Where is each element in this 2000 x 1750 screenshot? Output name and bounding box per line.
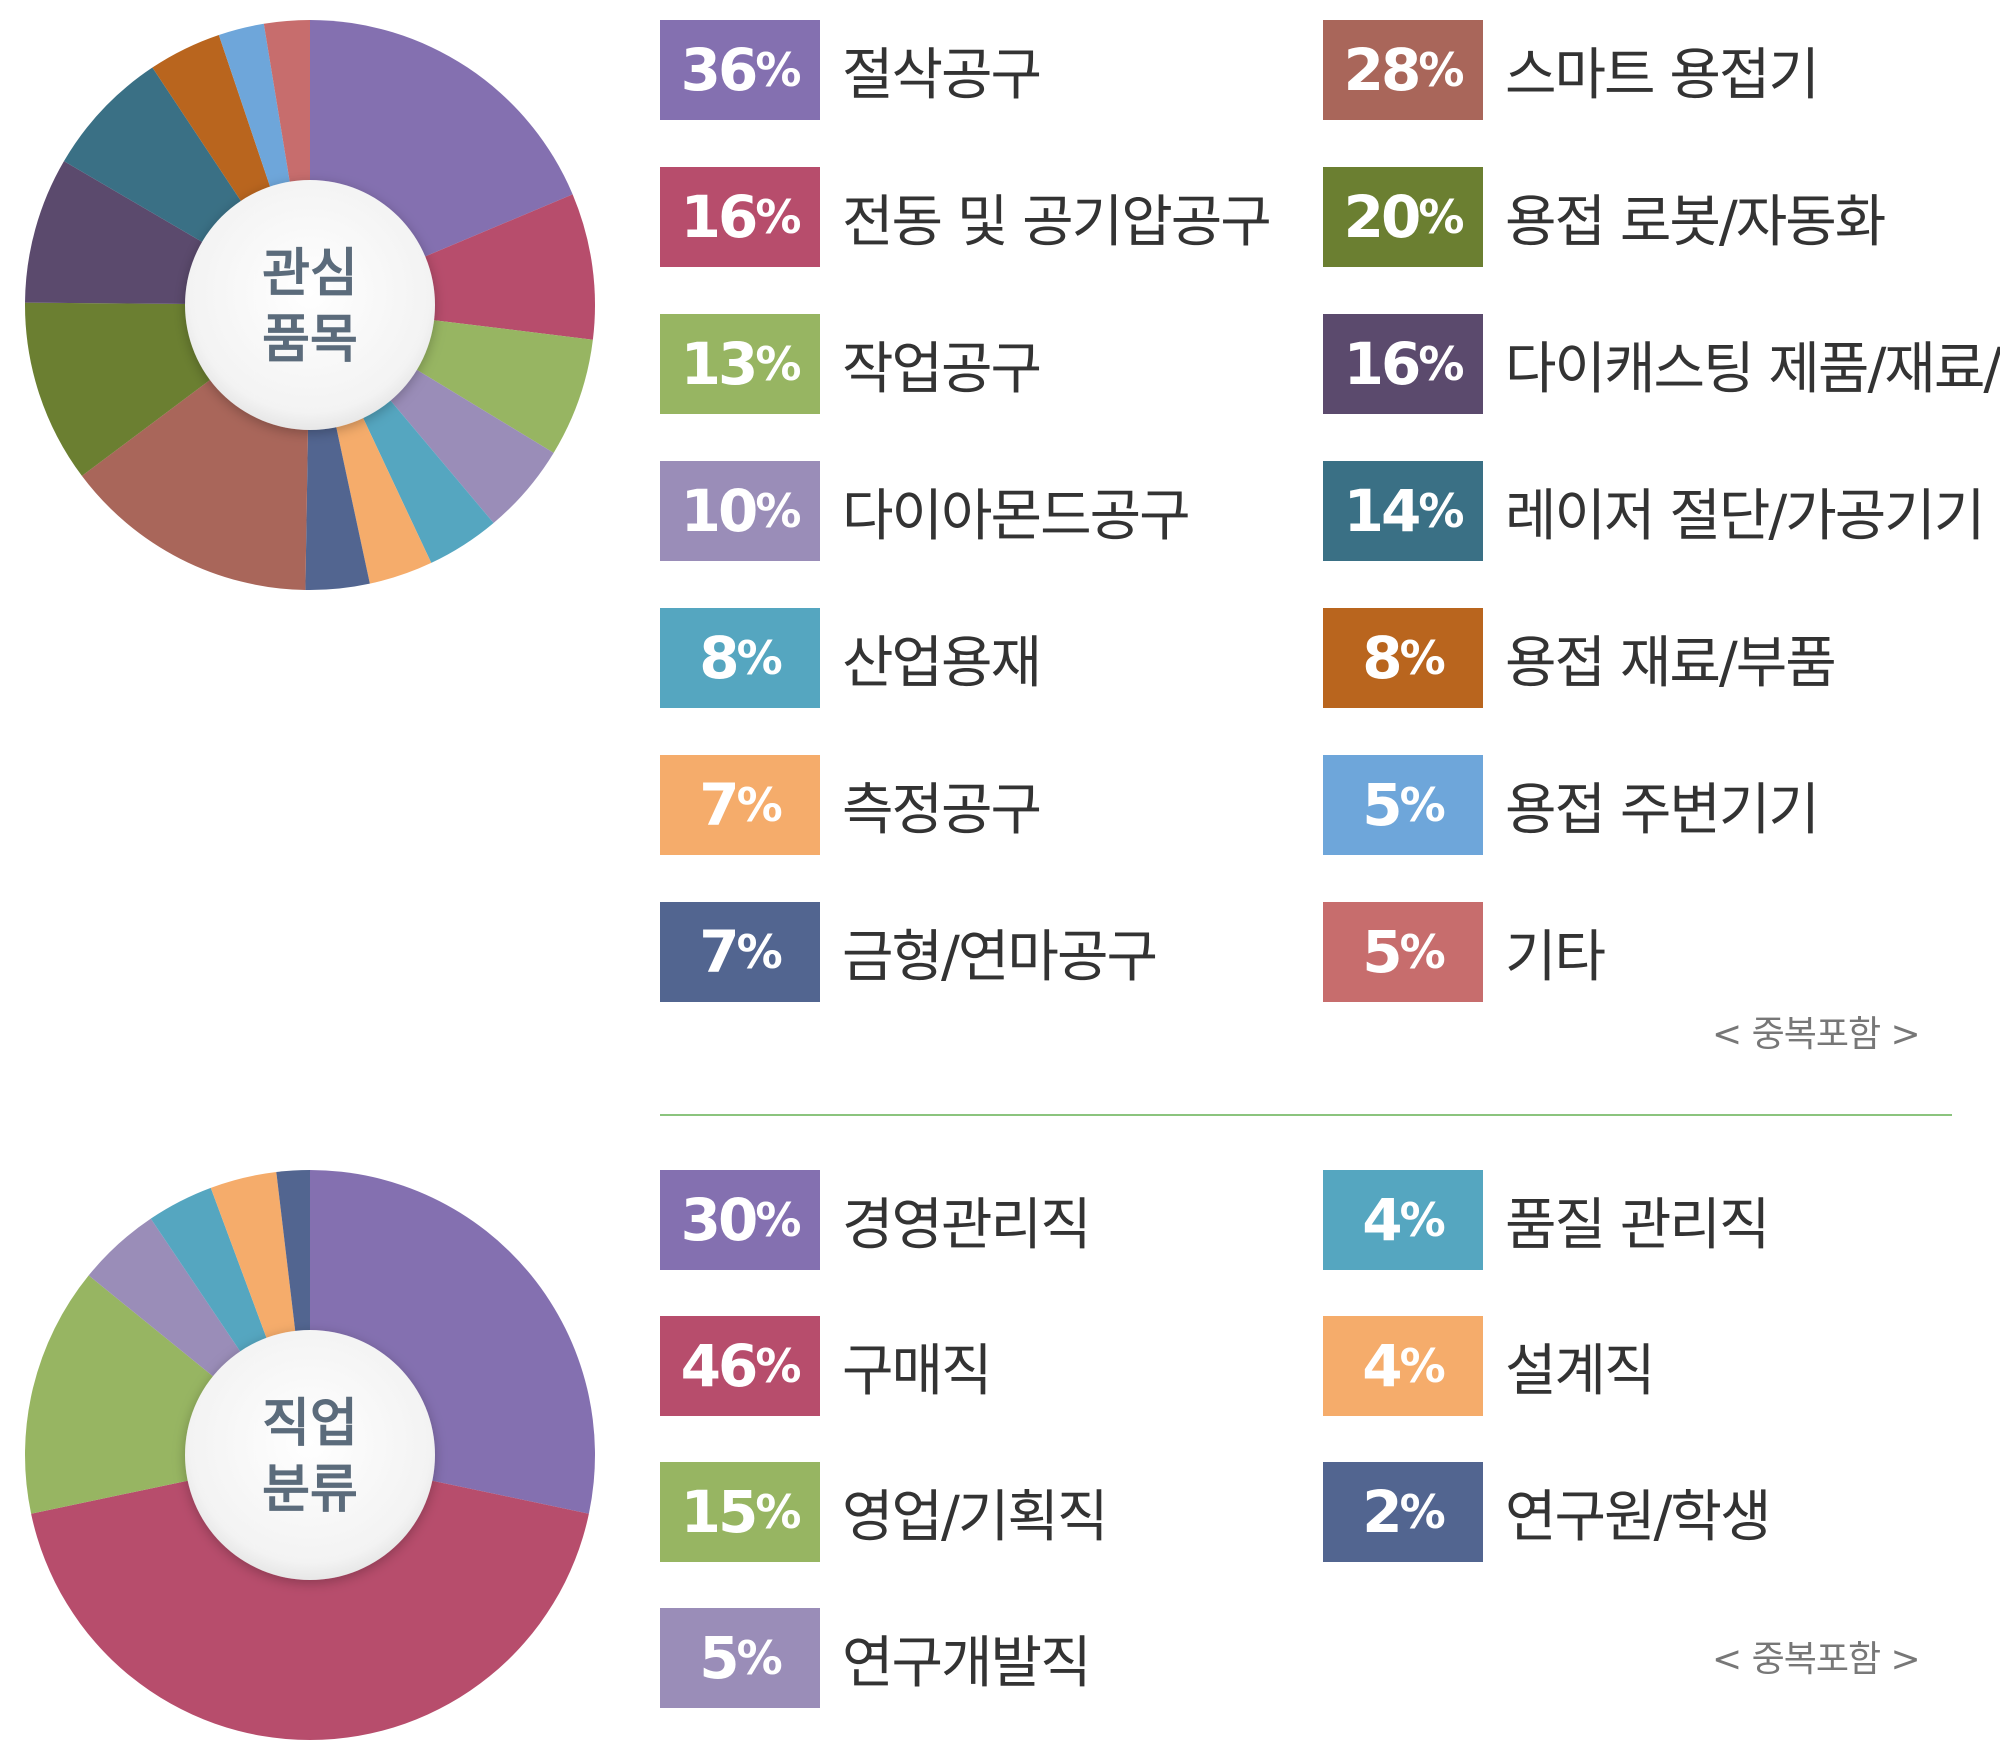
center-label: 품목 (262, 310, 358, 370)
percent-value: 8 (699, 624, 739, 692)
percent-value: 10 (680, 477, 759, 545)
legend-item: 13% 작업공구 (660, 314, 1042, 414)
donut-center (185, 180, 435, 430)
legend-label: 다이캐스팅 제품/재료/설비 (1505, 336, 2000, 402)
legend-item: 28% 스마트 용접기 (1323, 20, 1820, 120)
percent-value: 30 (680, 1186, 759, 1254)
legend-label: 경영관리직 (842, 1192, 1092, 1258)
percent-badge: 7% (660, 902, 820, 1002)
percent-value: 46 (680, 1332, 759, 1400)
percent-value: 4 (1362, 1186, 1402, 1254)
legend-item: 4% 품질 관리직 (1323, 1170, 1770, 1270)
donut-center (185, 1330, 435, 1580)
center-label: 직업 (262, 1394, 358, 1454)
legend-label: 절삭공구 (842, 42, 1042, 108)
legend-label: 영업/기획직 (842, 1484, 1108, 1550)
percent-value: 7 (699, 918, 739, 986)
percent-value: 5 (1362, 771, 1402, 839)
legend-item: 4% 설계직 (1323, 1316, 1656, 1416)
legend-label: 작업공구 (842, 336, 1042, 402)
legend-label: 전동 및 공기압공구 (842, 189, 1272, 255)
interest-section: 관심 품목 36% 절삭공구 16% 전동 및 공기압공구 13% 작업공구 10% 다이아몬드… (24, 20, 2000, 1055)
percent-badge: 16% (660, 167, 820, 267)
percent-badge: 5% (1323, 902, 1483, 1002)
percent-badge: 4% (1323, 1170, 1483, 1270)
percent-badge: 36% (660, 20, 820, 120)
legend-label: 용접 로봇/자동화 (1505, 189, 1886, 255)
percent-value: 8 (1362, 624, 1402, 692)
legend-label: 산업용재 (842, 630, 1042, 696)
percent-badge: 5% (1323, 755, 1483, 855)
legend-item: 15% 영업/기획직 (660, 1462, 1108, 1562)
legend-label: 다이아몬드공구 (842, 483, 1191, 549)
legend-item: 10% 다이아몬드공구 (660, 461, 1191, 561)
legend-item: 2% 연구원/학생 (1323, 1462, 1771, 1562)
percent-badge: 13% (660, 314, 820, 414)
percent-badge: 20% (1323, 167, 1483, 267)
legend-label: 설계직 (1505, 1338, 1656, 1404)
legend-item: 16% 전동 및 공기압공구 (660, 167, 1272, 267)
legend-label: 연구원/학생 (1505, 1484, 1771, 1550)
legend-label: 기타 (1505, 924, 1606, 990)
percent-badge: 15% (660, 1462, 820, 1562)
percent-badge: 14% (1323, 461, 1483, 561)
percent-badge: 28% (1323, 20, 1483, 120)
legend-item: 14% 레이저 절단/가공기기 (1323, 461, 1985, 561)
percent-value: 20 (1343, 183, 1422, 251)
percent-badge: 7% (660, 755, 820, 855)
percent-value: 36 (680, 36, 759, 104)
percent-badge: 8% (1323, 608, 1483, 708)
center-label: 관심 (262, 244, 358, 304)
percent-badge: 8% (660, 608, 820, 708)
percent-value: 13 (680, 330, 759, 398)
legend-label: 레이저 절단/가공기기 (1505, 483, 1985, 549)
legend-label: 품질 관리직 (1505, 1192, 1770, 1258)
legend-item: 46% 구매직 (660, 1316, 993, 1416)
legend-item: 30% 경영관리직 (660, 1170, 1092, 1270)
legend-label: 금형/연마공구 (842, 924, 1158, 990)
percent-value: 16 (680, 183, 759, 251)
percent-value: 28 (1343, 36, 1422, 104)
legend-item: 5% 기타 (1323, 902, 1606, 1002)
percent-value: 15 (680, 1478, 759, 1546)
legend-item: 5% 용접 주변기기 (1323, 755, 1820, 855)
interest-note: < 중복포함 > (1712, 1014, 1921, 1055)
percent-badge: 10% (660, 461, 820, 561)
legend-item: 20% 용접 로봇/자동화 (1323, 167, 1886, 267)
percent-value: 5 (1362, 918, 1402, 986)
legend-item: 7% 금형/연마공구 (660, 902, 1158, 1002)
pie-slice (31, 1455, 589, 1740)
job-section: 직업 분류 30% 경영관리직 46% 구매직 15% 영업/기획직 5% 연구개발직 4% 품질 … (0, 1120, 2000, 1750)
legend-label: 용접 주변기기 (1505, 777, 1820, 843)
legend-label: 연구개발직 (842, 1630, 1092, 1696)
legend-item: 16% 다이캐스팅 제품/재료/설비 (1323, 314, 2000, 414)
legend-item: 36% 절삭공구 (660, 20, 1042, 120)
percent-value: 7 (699, 771, 739, 839)
percent-value: 16 (1343, 330, 1422, 398)
percent-value: 5 (699, 1624, 739, 1692)
legend-item: 5% 연구개발직 (660, 1608, 1092, 1708)
percent-badge: 2% (1323, 1462, 1483, 1562)
percent-value: 14 (1343, 477, 1422, 545)
center-label: 분류 (262, 1460, 358, 1520)
percent-badge: 30% (660, 1170, 820, 1270)
job-note: < 중복포함 > (1712, 1639, 1921, 1680)
legend-item: 8% 산업용재 (660, 608, 1042, 708)
legend-item: 8% 용접 재료/부품 (1323, 608, 1837, 708)
legend-item: 7% 측정공구 (660, 755, 1042, 855)
percent-badge: 4% (1323, 1316, 1483, 1416)
percent-badge: 16% (1323, 314, 1483, 414)
percent-value: 2 (1362, 1478, 1402, 1546)
percent-badge: 46% (660, 1316, 820, 1416)
legend-label: 스마트 용접기 (1505, 42, 1820, 108)
percent-value: 4 (1362, 1332, 1402, 1400)
legend-label: 측정공구 (842, 777, 1042, 843)
section-divider (660, 1114, 1952, 1116)
percent-badge: 5% (660, 1608, 820, 1708)
legend-label: 용접 재료/부품 (1505, 630, 1837, 696)
legend-label: 구매직 (842, 1338, 993, 1404)
